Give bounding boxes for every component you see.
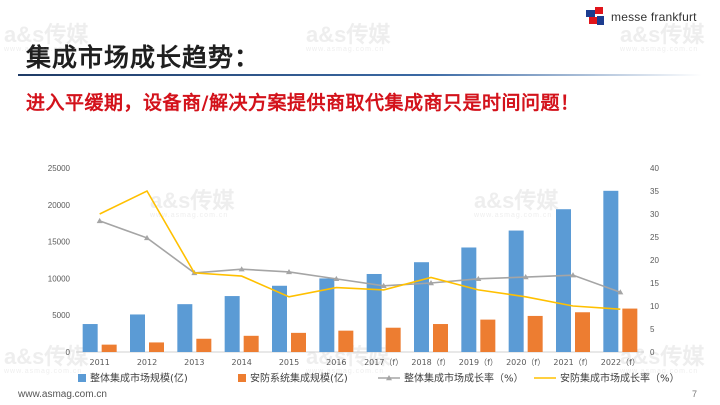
bar-total-2019（f） (461, 247, 477, 352)
x-tick-label: 2011 (89, 358, 109, 367)
bar-security-2014 (243, 335, 259, 352)
x-tick-label: 2013 (184, 358, 204, 367)
marker-total-growth-2012 (144, 234, 150, 241)
marker-total-growth-2015 (286, 268, 292, 275)
marker-total-growth-2020（f） (522, 274, 529, 280)
bar-security-2013 (196, 338, 212, 352)
bar-total-2020（f） (508, 230, 524, 352)
bar-total-2022（f） (603, 190, 619, 352)
footer-url: www.asmag.com.cn (18, 389, 107, 400)
bar-security-2020（f） (527, 315, 543, 352)
x-tick-label: 2015 (279, 358, 299, 367)
bar-total-2018（f） (414, 262, 429, 352)
marker-total-growth-2018（f） (428, 280, 434, 286)
brand-name: messe frankfurt (611, 10, 697, 24)
x-tick-label: 2020（f） (506, 358, 545, 367)
line-total-growth (99, 220, 621, 293)
legend-marker (386, 375, 392, 381)
slide-subtitle: 进入平缓期，设备商/解决方案提供商取代集成商只是时间问题！ (26, 92, 580, 114)
bar-security-2015 (291, 332, 306, 352)
y-left-tick-label: 15000 (48, 238, 71, 247)
slide-title: 集成市场成长趋势： (26, 43, 261, 72)
marker-total-growth-2016 (333, 275, 340, 282)
y-right-tick-label: 40 (650, 164, 659, 173)
y-left-tick-label: 25000 (48, 164, 71, 173)
x-tick-label: 2018（f） (411, 358, 450, 367)
marker-total-growth-2021（f） (570, 272, 576, 278)
x-tick-label: 2014 (231, 358, 251, 367)
x-tick-label: 2019（f） (459, 358, 498, 367)
y-right-tick-label: 25 (650, 233, 659, 242)
bar-security-2018（f） (433, 324, 448, 352)
line-security-growth (99, 189, 621, 311)
messe-frankfurt-logo-icon (586, 7, 606, 27)
x-tick-label: 2012 (137, 358, 157, 367)
bar-security-2021（f） (575, 312, 590, 352)
bar-security-2019（f） (480, 319, 496, 352)
bar-total-2015 (272, 285, 287, 352)
bar-total-2016 (319, 278, 335, 352)
bar-total-2012 (130, 314, 145, 352)
bar-total-2017（f） (366, 273, 382, 352)
legend-label: 安防集成市场成长率（%） (560, 372, 680, 385)
bar-security-2012 (149, 342, 164, 352)
y-right-tick-label: 0 (650, 348, 655, 357)
y-left-tick-label: 5000 (52, 311, 70, 320)
x-tick-label: 2016 (326, 358, 346, 367)
y-left-tick-label: 0 (66, 348, 71, 357)
x-tick-label: 2022（f） (601, 358, 640, 367)
y-right-tick-label: 15 (650, 279, 659, 288)
y-right-tick-label: 30 (650, 210, 659, 219)
bar-total-2011 (82, 324, 98, 352)
x-tick-label: 2017（f） (364, 358, 403, 367)
legend-label: 整体集成市场规模(亿) (90, 372, 188, 385)
marker-total-growth-2014 (238, 266, 245, 272)
bar-security-2017（f） (385, 327, 401, 352)
bar-security-2022（f） (622, 308, 638, 352)
y-right-tick-label: 20 (650, 256, 659, 265)
y-left-tick-label: 20000 (48, 201, 71, 210)
y-left-tick-label: 10000 (48, 274, 71, 283)
legend-swatch (238, 374, 246, 382)
y-right-tick-label: 35 (650, 187, 659, 196)
title-divider (18, 74, 702, 76)
bar-security-2016 (338, 330, 354, 352)
x-tick-label: 2021（f） (553, 358, 592, 367)
bar-security-2011 (101, 344, 117, 352)
legend-swatch (78, 374, 86, 382)
marker-total-growth-2022（f） (617, 289, 624, 295)
y-right-tick-label: 10 (650, 302, 659, 311)
marker-total-growth-2017（f） (380, 282, 387, 288)
bar-total-2021（f） (556, 209, 571, 352)
marker-total-growth-2019（f） (475, 275, 482, 282)
legend-label: 整体集成市场成长率（%） (404, 372, 524, 385)
bar-total-2014 (224, 296, 240, 352)
legend-label: 安防系统集成规模(亿) (250, 372, 348, 385)
bar-total-2013 (177, 304, 193, 352)
y-right-tick-label: 5 (650, 325, 655, 334)
marker-total-growth-2011 (96, 217, 103, 224)
messe-frankfurt-logo: messe frankfurt (586, 7, 716, 27)
page-number: 7 (692, 389, 698, 399)
